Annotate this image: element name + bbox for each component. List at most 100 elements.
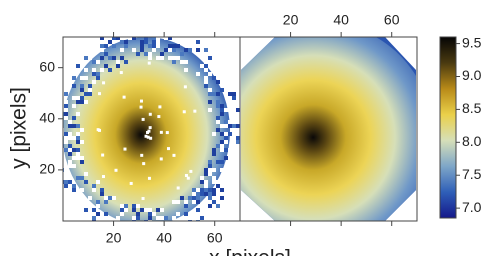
pixel [96, 76, 100, 80]
pixel [132, 204, 136, 208]
pixel [204, 184, 208, 188]
pixel [182, 110, 186, 114]
pixel [52, 152, 56, 156]
pixel [80, 176, 84, 180]
pixel [104, 64, 108, 68]
pixel [212, 192, 216, 196]
pixel [140, 232, 144, 236]
pixel [132, 216, 136, 220]
pixel [176, 186, 180, 190]
pixel [220, 148, 224, 152]
pixel [196, 48, 200, 52]
pixel [148, 24, 152, 28]
pixel [68, 144, 72, 148]
pixel [88, 92, 92, 96]
pixel [204, 80, 208, 84]
pixel [184, 68, 188, 72]
pixel [184, 204, 188, 208]
pixel [228, 160, 232, 164]
pixel [216, 184, 220, 188]
colorbar-tick-label: 8.5 [462, 100, 482, 116]
pixel [88, 88, 92, 92]
pixel [56, 160, 60, 164]
pixel [224, 156, 228, 160]
pixel [76, 112, 80, 116]
pixel [212, 132, 216, 136]
pixel [76, 100, 80, 104]
pixel [144, 52, 148, 56]
pixel [72, 188, 76, 192]
pixel [216, 128, 220, 132]
pixel [228, 180, 232, 184]
pixel [212, 200, 216, 204]
pixel [148, 24, 152, 28]
pixel [102, 81, 106, 85]
pixel [164, 216, 168, 220]
y-tick-label: 60 [39, 58, 55, 74]
pixel [76, 132, 80, 136]
pixel [228, 148, 232, 152]
pixel [204, 192, 208, 196]
pixel [220, 192, 224, 196]
pixel [184, 212, 188, 216]
pixel [84, 76, 88, 80]
pixel [147, 176, 151, 180]
pixel [68, 120, 72, 124]
pixel [200, 192, 204, 196]
pixel [192, 37, 196, 40]
pixel [124, 208, 128, 212]
y-tick-label: 40 [39, 109, 55, 125]
pixel [72, 84, 76, 88]
pixel [80, 156, 84, 160]
pixel [184, 174, 188, 178]
pixel [128, 236, 132, 240]
pixel [164, 48, 168, 52]
pixel [228, 124, 232, 128]
pixel [216, 160, 220, 164]
pixel [186, 176, 190, 180]
pixel [104, 52, 108, 56]
pixel [124, 44, 128, 48]
pixel [224, 120, 228, 124]
pixel [140, 153, 144, 157]
pixel [80, 140, 84, 144]
pixel [172, 44, 176, 48]
pixel [64, 112, 68, 116]
pixel [120, 48, 124, 52]
pixel [72, 104, 76, 108]
pixel [116, 37, 120, 40]
pixel [144, 40, 148, 44]
pixel [84, 172, 88, 176]
pixel [72, 96, 76, 100]
pixel [176, 37, 180, 40]
pixel [136, 212, 140, 216]
pixel [224, 132, 228, 136]
pixel [148, 216, 152, 220]
pixel [200, 216, 204, 220]
pixel [216, 180, 220, 184]
pixel [72, 156, 76, 160]
pixel [196, 40, 200, 44]
pixel [124, 224, 128, 228]
pixel [96, 212, 100, 216]
pixel [84, 208, 88, 212]
pixel [120, 28, 124, 32]
pixel [220, 188, 224, 192]
x-tick-label: 60 [384, 12, 400, 28]
pixel [76, 148, 80, 152]
pixel [104, 37, 108, 40]
pixel [120, 208, 124, 212]
pixel [100, 192, 104, 196]
colorbar-tick-label: 8.0 [462, 133, 482, 149]
pixel [141, 117, 145, 121]
pixel [76, 176, 80, 180]
pixel [168, 28, 172, 32]
pixel [80, 100, 84, 104]
x-tick-label: 20 [283, 12, 299, 28]
pixel [204, 68, 208, 72]
pixel [141, 197, 145, 201]
pixel [68, 180, 72, 184]
pixel [188, 48, 192, 52]
right-image [241, 37, 416, 221]
